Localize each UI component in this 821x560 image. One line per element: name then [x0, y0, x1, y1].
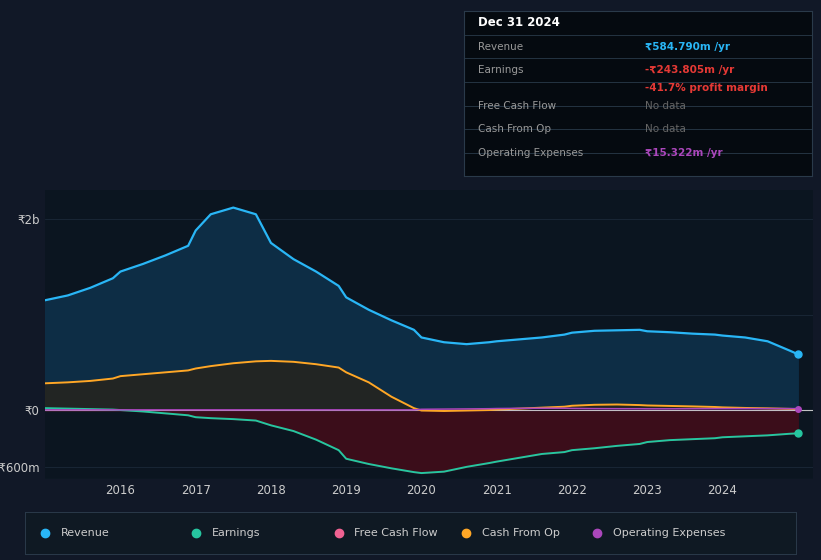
Text: Earnings: Earnings	[211, 529, 260, 538]
Text: Operating Expenses: Operating Expenses	[612, 529, 725, 538]
Text: Cash From Op: Cash From Op	[481, 529, 559, 538]
Text: Revenue: Revenue	[478, 41, 523, 52]
Text: No data: No data	[644, 101, 686, 111]
Text: Earnings: Earnings	[478, 65, 523, 75]
Text: Free Cash Flow: Free Cash Flow	[478, 101, 556, 111]
Text: ₹15.322m /yr: ₹15.322m /yr	[644, 148, 722, 158]
Text: Free Cash Flow: Free Cash Flow	[354, 529, 438, 538]
Text: Cash From Op: Cash From Op	[478, 124, 551, 134]
Text: -41.7% profit margin: -41.7% profit margin	[644, 83, 768, 93]
Text: Dec 31 2024: Dec 31 2024	[478, 16, 560, 30]
Text: Operating Expenses: Operating Expenses	[478, 148, 583, 158]
Text: -₹243.805m /yr: -₹243.805m /yr	[644, 65, 734, 75]
Text: No data: No data	[644, 124, 686, 134]
Text: ₹584.790m /yr: ₹584.790m /yr	[644, 41, 730, 52]
Text: Revenue: Revenue	[61, 529, 110, 538]
